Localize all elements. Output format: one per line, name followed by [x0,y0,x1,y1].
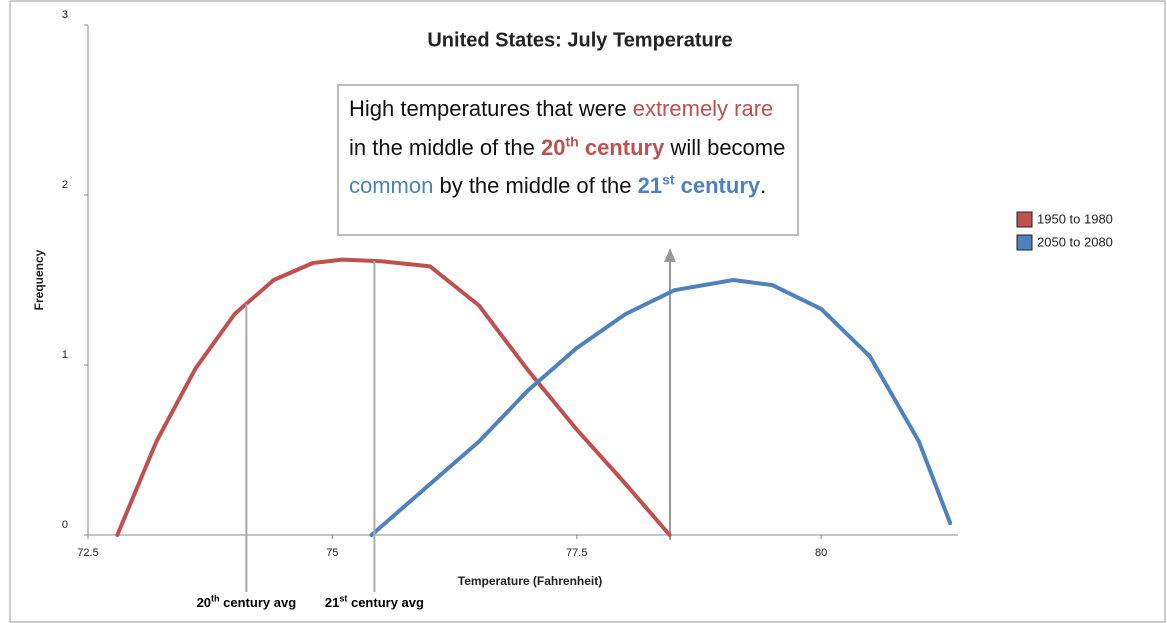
chart-title: United States: July Temperature [427,29,732,51]
avg-label: 20th century avg [196,593,297,610]
callout-text: century [578,134,665,160]
callout-text: century [674,173,761,198]
legend-swatch [1016,211,1033,228]
y-tick-label: 1 [62,349,68,361]
avg-label: 21st century avg [324,593,424,610]
callout-text: st [662,171,675,188]
avg-label-part: th [211,593,220,604]
x-axis-label: Temperature (Fahrenheit) [458,574,602,588]
x-tick-label: 72.5 [77,547,98,559]
series-line [115,257,672,537]
y-axis-label: Frequency [32,249,46,310]
legend-swatch [1016,234,1033,251]
avg-label-part: st [339,593,348,604]
callout-text: th [565,133,579,150]
callout-text: extremely rare [632,96,774,121]
x-tick-label: 75 [326,547,338,559]
callout-text: . [760,173,767,198]
x-tick-label: 80 [815,547,827,559]
avg-label-part: 21 [324,595,340,610]
avg-label-part: 20 [196,595,212,610]
callout: High temperatures that were extremely ra… [337,84,799,236]
y-tick-label: 0 [62,519,68,531]
y-tick-label: 2 [62,179,68,191]
callout-text: by the middle of the [433,173,638,198]
callout-text: common [349,173,434,198]
avg-label-part: century avg [347,595,424,610]
avg-label-part: century avg [219,595,297,610]
callout-text: 20 [541,134,566,160]
callout-text: in the middle of the [349,134,542,160]
y-tick-label: 3 [62,9,68,21]
legend-label: 1950 to 1980 [1037,211,1113,226]
arrow-head [664,248,676,262]
x-tick-label: 77.5 [566,547,587,559]
series-line [369,278,953,537]
callout-text: 21 [637,173,663,198]
callout-text: High temperatures that were [349,96,633,121]
frame [9,0,1166,623]
legend-label: 2050 to 2080 [1037,234,1113,249]
callout-text: will become [664,134,786,160]
